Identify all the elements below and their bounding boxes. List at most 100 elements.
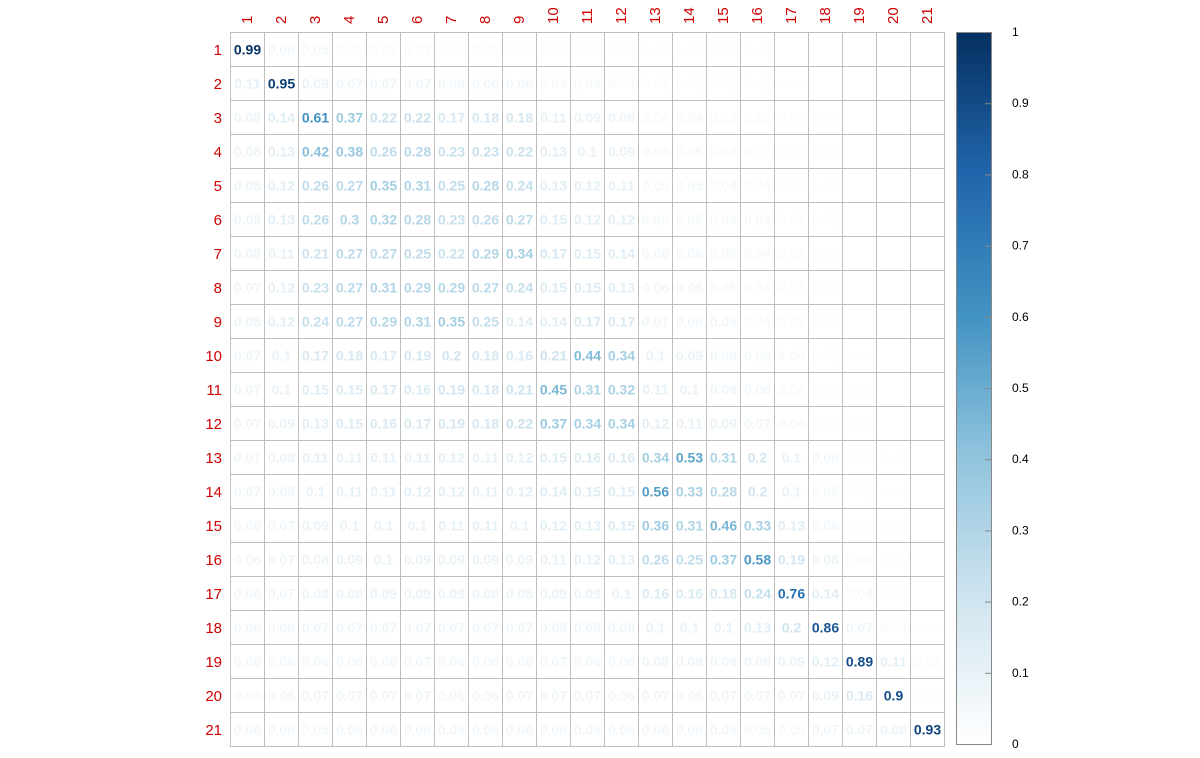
heatmap-cell	[400, 474, 434, 508]
cell-value: 0.27	[506, 212, 533, 228]
heatmap-cell	[366, 610, 400, 644]
heatmap-cell	[808, 508, 842, 542]
heatmap-cell	[672, 202, 706, 236]
heatmap-cell	[808, 610, 842, 644]
heatmap-cell	[502, 100, 536, 134]
heatmap-cell	[604, 100, 638, 134]
cell-value: 0.07	[540, 688, 567, 704]
cell-value: 0.09	[710, 416, 737, 432]
cell-value: 0.25	[676, 552, 703, 568]
cell-value: 0.07	[234, 280, 261, 296]
cell-value: 0.11	[234, 76, 261, 92]
cell-value: 0.07	[336, 76, 363, 92]
heatmap-cell	[298, 100, 332, 134]
heatmap-cell	[536, 542, 570, 576]
heatmap-cell	[400, 32, 434, 66]
cell-value: 0.01	[710, 42, 737, 58]
row-label: 4	[214, 144, 222, 161]
cell-value: 0.22	[370, 110, 397, 126]
cell-value: 0.1	[680, 382, 700, 398]
heatmap-cell	[264, 66, 298, 100]
heatmap-cell	[536, 168, 570, 202]
cell-value: 0.08	[608, 620, 635, 636]
cell-value: 0.19	[404, 348, 431, 364]
cell-value: 0.02	[642, 76, 669, 92]
cell-value: 0.16	[370, 416, 397, 432]
column-label: 8	[477, 16, 494, 24]
heatmap-cell	[876, 610, 910, 644]
cell-value: 0.06	[540, 722, 567, 738]
heatmap-cell	[230, 32, 264, 66]
cell-value: 0.06	[676, 246, 703, 262]
cell-value: 0.02	[812, 280, 839, 296]
cell-value: 0.06	[438, 654, 465, 670]
heatmap-cell	[740, 32, 774, 66]
heatmap-cell	[672, 644, 706, 678]
heatmap-cell	[910, 32, 944, 66]
heatmap-cell	[468, 372, 502, 406]
heatmap-cell	[400, 712, 434, 746]
cell-value: 0.07	[302, 620, 329, 636]
column-label: 2	[273, 16, 290, 24]
column-label: 9	[511, 16, 528, 24]
cell-value: 0.06	[472, 76, 499, 92]
heatmap-cell	[570, 678, 604, 712]
heatmap-cell	[910, 270, 944, 304]
cell-value: 0.06	[268, 620, 295, 636]
heatmap-cell	[366, 338, 400, 372]
cell-value: 0.02	[778, 178, 805, 194]
heatmap-cell	[672, 474, 706, 508]
cell-value: 0.34	[506, 246, 533, 262]
heatmap-cell	[468, 508, 502, 542]
heatmap-cell	[808, 678, 842, 712]
cell-value: 0.06	[302, 654, 329, 670]
cell-value: 0.16	[506, 348, 533, 364]
cell-value: 0.19	[438, 382, 465, 398]
cell-value: 0.1	[714, 620, 734, 636]
cell-value: 0.04	[778, 348, 805, 364]
cell-value: 0.05	[676, 212, 703, 228]
cell-value: 0.11	[540, 110, 567, 126]
heatmap-cell	[774, 644, 808, 678]
heatmap-cell	[332, 236, 366, 270]
cell-value: 0.01	[812, 178, 839, 194]
cell-value: 0.06	[744, 382, 771, 398]
heatmap-cell	[876, 542, 910, 576]
cell-value: 0.01	[812, 144, 839, 160]
cell-value: 0.99	[234, 42, 261, 58]
cell-value: 0.06	[676, 280, 703, 296]
cell-value: 0.03	[744, 110, 771, 126]
heatmap-cells	[230, 32, 944, 746]
cell-value: 0.1	[306, 484, 326, 500]
heatmap-cell	[842, 542, 876, 576]
column-label: 14	[681, 7, 698, 24]
heatmap-cell	[774, 134, 808, 168]
cell-value: 0.07	[642, 314, 669, 330]
cell-value: 0.28	[472, 178, 499, 194]
row-label: 2	[214, 76, 222, 93]
cell-value: 0.07	[234, 450, 261, 466]
cell-value: 0.06	[642, 280, 669, 296]
heatmap-cell	[842, 474, 876, 508]
cell-value: 0.13	[608, 552, 635, 568]
heatmap-cell	[672, 100, 706, 134]
cell-value: 0.06	[234, 620, 261, 636]
cell-value: 0.07	[506, 688, 533, 704]
cell-value: 0.01	[778, 76, 805, 92]
heatmap-cell	[434, 576, 468, 610]
heatmap-cell	[638, 100, 672, 134]
heatmap-cell	[468, 678, 502, 712]
cell-value: 0.04	[540, 76, 567, 92]
heatmap-cell	[230, 712, 264, 746]
heatmap-cell	[366, 678, 400, 712]
heatmap-cell	[740, 644, 774, 678]
heatmap-cell	[604, 134, 638, 168]
cell-value: 0.09	[812, 688, 839, 704]
cell-value: 0.1	[782, 484, 802, 500]
cell-value: 0.05	[778, 722, 805, 738]
heatmap-cell	[400, 236, 434, 270]
heatmap-cell	[298, 66, 332, 100]
cell-value: 0.09	[574, 110, 601, 126]
heatmap-cell	[264, 576, 298, 610]
heatmap-cell	[808, 644, 842, 678]
